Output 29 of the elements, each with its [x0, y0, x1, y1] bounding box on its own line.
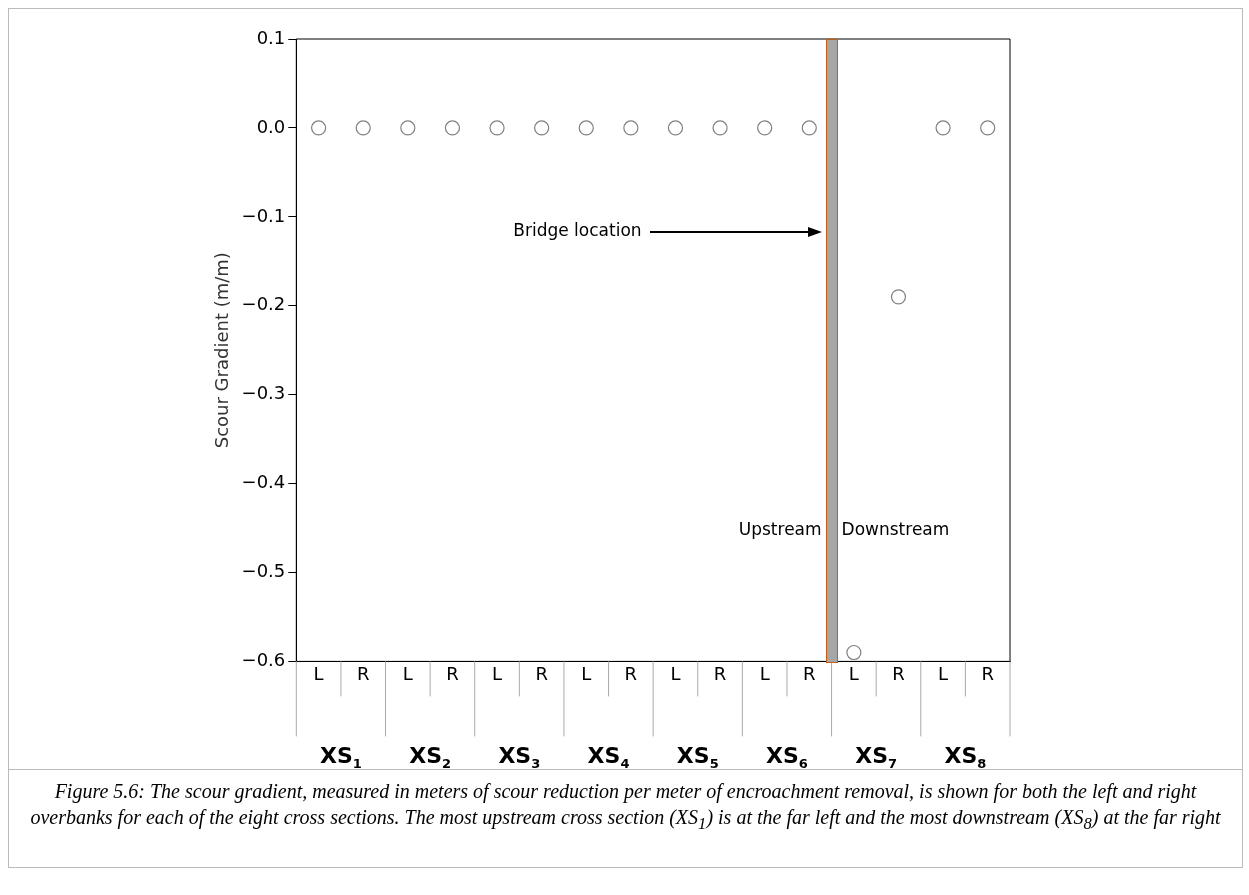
y-tick-label: −0.3: [241, 382, 286, 404]
x-tick-label: L: [938, 662, 949, 684]
x-tick-label: R: [624, 662, 638, 684]
y-tick-label: −0.5: [241, 560, 286, 582]
y-tick-label: −0.4: [241, 471, 286, 493]
y-axis-title: Scour Gradient (m/m): [211, 252, 233, 449]
y-tick-label: −0.6: [241, 649, 286, 671]
x-tick-label: L: [670, 662, 681, 684]
annotation: Upstream: [738, 519, 822, 540]
x-tick-label: R: [981, 662, 994, 684]
y-tick-label: 0.0: [256, 115, 286, 137]
x-tick-label: L: [492, 662, 503, 684]
x-tick-label: L: [313, 662, 324, 684]
x-tick-label: R: [535, 662, 548, 684]
x-tick-label: L: [402, 662, 413, 684]
annotation: Bridge location: [513, 220, 642, 241]
x-tick-label: R: [446, 662, 459, 684]
y-tick-label: 0.1: [256, 26, 286, 48]
x-tick-label: L: [848, 662, 859, 684]
x-tick-label: R: [892, 662, 905, 684]
x-tick-label: L: [581, 662, 592, 684]
x-tick-label: R: [803, 662, 816, 684]
caption: Figure 5.6: The scour gradient, measured in meters of scour reduction per meter of encroachment removal, is shown for both the left and right overbanks for each of the eight cross sections. The most upstream cross section (XS$_{1}$) is at the far left and the most downstream (XS$_{8}$) at the far right: [30, 780, 1221, 833]
x-tick-label: L: [759, 662, 770, 684]
annotation: Downstream: [841, 519, 950, 540]
y-tick-label: −0.1: [241, 204, 286, 226]
y-tick-label: −0.2: [241, 293, 286, 315]
x-tick-label: R: [356, 662, 370, 684]
x-tick-label: R: [713, 662, 727, 684]
